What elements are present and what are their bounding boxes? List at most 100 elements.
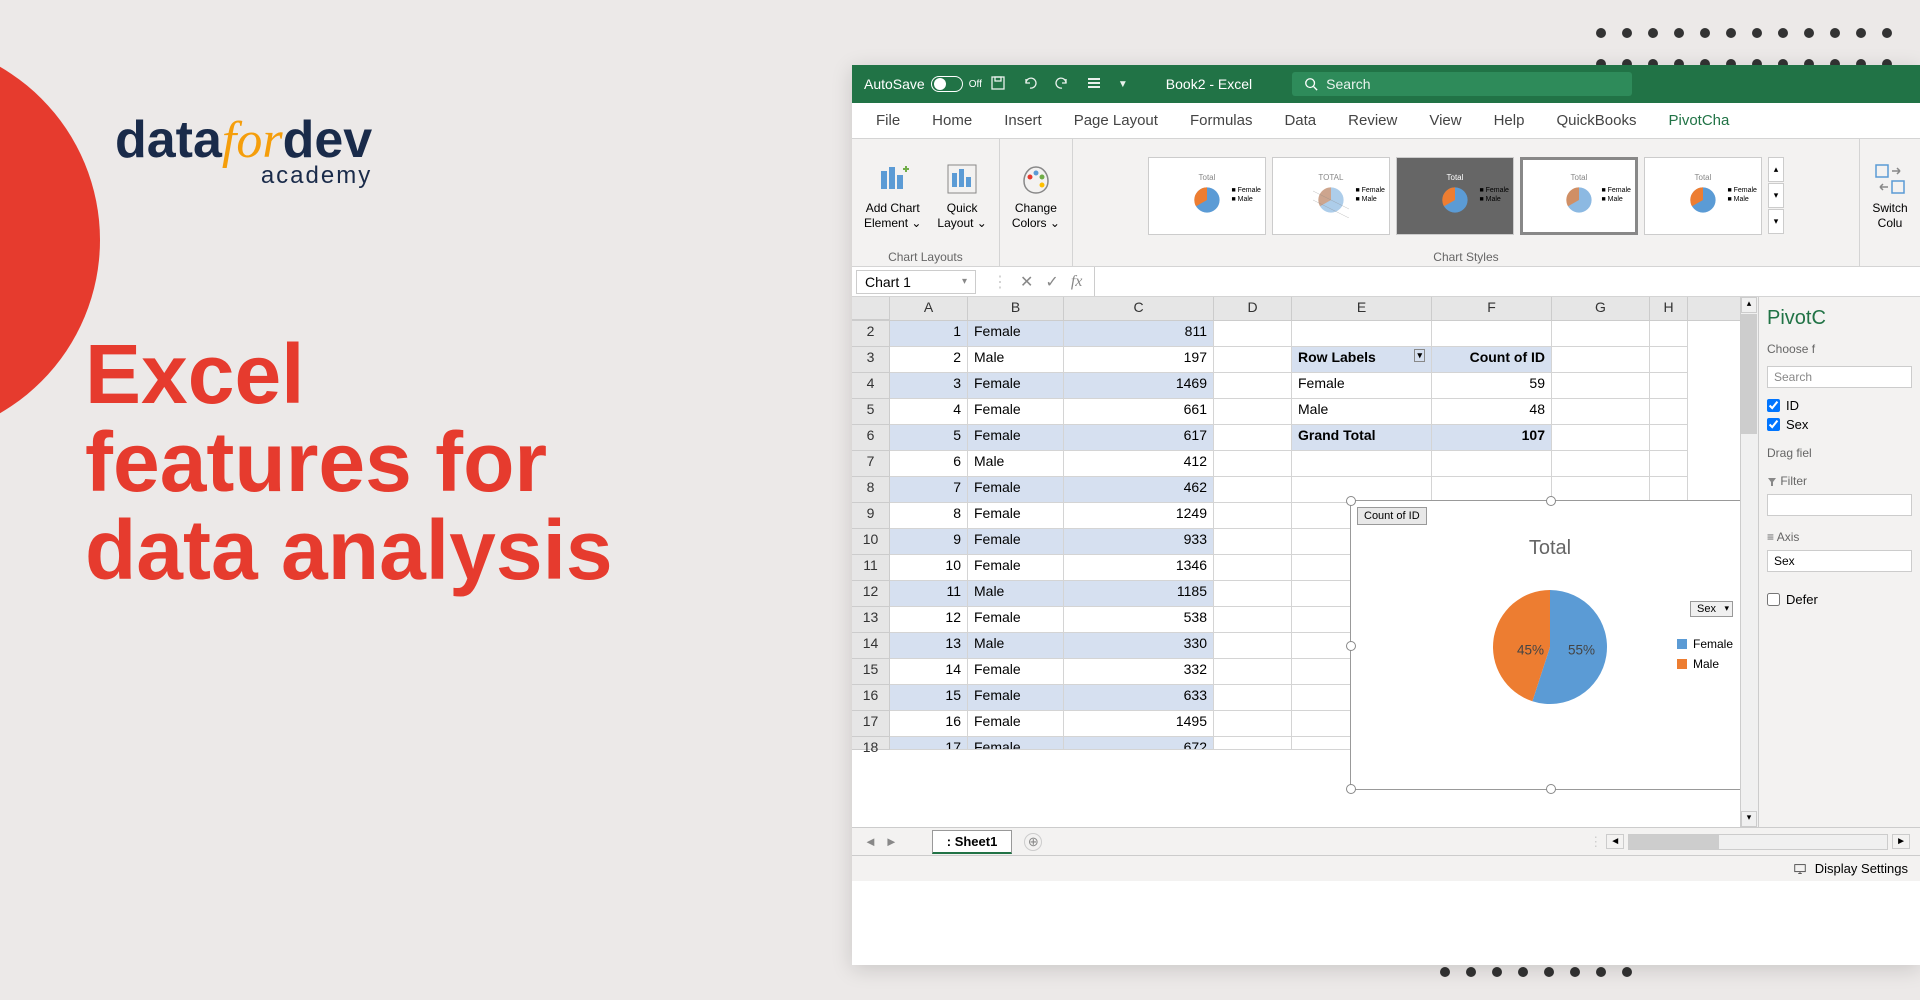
search-input[interactable]: Search	[1292, 72, 1632, 96]
cell[interactable]	[1650, 425, 1688, 451]
cell[interactable]: Female	[968, 373, 1064, 399]
cell[interactable]	[1214, 711, 1292, 737]
row-header[interactable]: 16	[852, 685, 890, 711]
cell[interactable]: 330	[1064, 633, 1214, 659]
formula-input[interactable]	[1094, 267, 1920, 296]
redo-icon[interactable]	[1054, 75, 1070, 94]
col-header-E[interactable]: E	[1292, 297, 1432, 320]
styles-down[interactable]: ▾	[1768, 183, 1784, 208]
cell[interactable]: 672	[1064, 737, 1214, 750]
cell[interactable]	[1552, 347, 1650, 373]
cell[interactable]	[1292, 321, 1432, 347]
cell[interactable]	[1552, 321, 1650, 347]
cell[interactable]	[1214, 373, 1292, 399]
styles-more[interactable]: ▾	[1768, 209, 1784, 234]
row-header[interactable]: 13	[852, 607, 890, 633]
chart-field-button[interactable]: Count of ID	[1357, 507, 1427, 525]
cell[interactable]	[1650, 451, 1688, 477]
row-header[interactable]: 17	[852, 711, 890, 737]
undo-icon[interactable]	[1022, 75, 1038, 94]
cell[interactable]: Female	[968, 555, 1064, 581]
col-header-G[interactable]: G	[1552, 297, 1650, 320]
cell[interactable]: 412	[1064, 451, 1214, 477]
cell[interactable]: 933	[1064, 529, 1214, 555]
autosave-toggle[interactable]: AutoSave Off	[864, 76, 982, 92]
tab-view[interactable]: View	[1413, 104, 1477, 137]
cell[interactable]	[1214, 581, 1292, 607]
cell[interactable]	[1214, 737, 1292, 750]
cell[interactable]: 1346	[1064, 555, 1214, 581]
cell[interactable]	[1552, 373, 1650, 399]
cell[interactable]: 1249	[1064, 503, 1214, 529]
cell[interactable]: 10	[890, 555, 968, 581]
row-header[interactable]: 2	[852, 321, 890, 347]
sex-dropdown[interactable]: Sex ▾	[1690, 601, 1733, 617]
cell[interactable]: 13	[890, 633, 968, 659]
row-header[interactable]: 6	[852, 425, 890, 451]
cell[interactable]	[1650, 347, 1688, 373]
row-header[interactable]: 10	[852, 529, 890, 555]
tab-data[interactable]: Data	[1268, 104, 1332, 137]
horizontal-scrollbar[interactable]: ⋮ ◄ ►	[1589, 834, 1910, 850]
row-header[interactable]: 11	[852, 555, 890, 581]
cell[interactable]: 1469	[1064, 373, 1214, 399]
cell[interactable]: Female	[968, 659, 1064, 685]
display-settings-button[interactable]: Display Settings	[1815, 861, 1908, 876]
cell[interactable]	[1214, 633, 1292, 659]
cancel-icon[interactable]: ✕	[1020, 272, 1033, 292]
cell[interactable]: 4	[890, 399, 968, 425]
row-header[interactable]: 7	[852, 451, 890, 477]
cell[interactable]	[1214, 607, 1292, 633]
cell[interactable]: 2	[890, 347, 968, 373]
save-icon[interactable]	[990, 75, 1006, 94]
fx-icon[interactable]: fx	[1071, 273, 1083, 291]
axis-dropzone[interactable]: Sex	[1767, 550, 1912, 572]
styles-up[interactable]: ▴	[1768, 157, 1784, 182]
cell[interactable]	[1552, 425, 1650, 451]
cell[interactable]: 48	[1432, 399, 1552, 425]
tab-page-layout[interactable]: Page Layout	[1058, 104, 1174, 137]
cell[interactable]: Male	[968, 581, 1064, 607]
cell[interactable]	[1650, 321, 1688, 347]
cell[interactable]: 617	[1064, 425, 1214, 451]
row-header[interactable]: 5	[852, 399, 890, 425]
cell[interactable]: Count of ID	[1432, 347, 1552, 373]
row-header[interactable]: 8	[852, 477, 890, 503]
change-colors-button[interactable]: ChangeColors ⌄	[1008, 157, 1064, 234]
cell[interactable]	[1214, 477, 1292, 503]
cell[interactable]	[1214, 347, 1292, 373]
cell[interactable]: Male	[968, 451, 1064, 477]
defer-checkbox[interactable]	[1767, 593, 1780, 606]
row-header[interactable]: 4	[852, 373, 890, 399]
cell[interactable]: 15	[890, 685, 968, 711]
cell[interactable]: 5	[890, 425, 968, 451]
cell[interactable]: 17	[890, 737, 968, 750]
cell[interactable]: Male	[968, 347, 1064, 373]
row-header[interactable]: 18	[852, 737, 890, 750]
row-header[interactable]: 12	[852, 581, 890, 607]
cell[interactable]: Female	[968, 737, 1064, 750]
cell[interactable]: 1	[890, 321, 968, 347]
cell[interactable]	[1432, 321, 1552, 347]
row-header[interactable]: 9	[852, 503, 890, 529]
tab-pivotcha[interactable]: PivotCha	[1653, 104, 1746, 137]
tab-quickbooks[interactable]: QuickBooks	[1540, 104, 1652, 137]
cell[interactable]: 11	[890, 581, 968, 607]
cell[interactable]: Male	[968, 633, 1064, 659]
cell[interactable]: 462	[1064, 477, 1214, 503]
field-checkbox-id[interactable]	[1767, 399, 1780, 412]
cell[interactable]: 9	[890, 529, 968, 555]
cell[interactable]: Female	[1292, 373, 1432, 399]
cell[interactable]	[1214, 321, 1292, 347]
cell[interactable]: Female	[968, 607, 1064, 633]
cell[interactable]: 12	[890, 607, 968, 633]
col-header-B[interactable]: B	[968, 297, 1064, 320]
cell[interactable]	[1214, 503, 1292, 529]
cell[interactable]: Male	[1292, 399, 1432, 425]
cell[interactable]: Female	[968, 711, 1064, 737]
sheet-nav-next[interactable]: ►	[885, 834, 898, 849]
col-header-C[interactable]: C	[1064, 297, 1214, 320]
cell[interactable]	[1214, 685, 1292, 711]
chart-style-1[interactable]: TOTAL■ Female■ Male	[1272, 157, 1390, 235]
sheet-tab[interactable]: : Sheet1	[932, 830, 1013, 854]
